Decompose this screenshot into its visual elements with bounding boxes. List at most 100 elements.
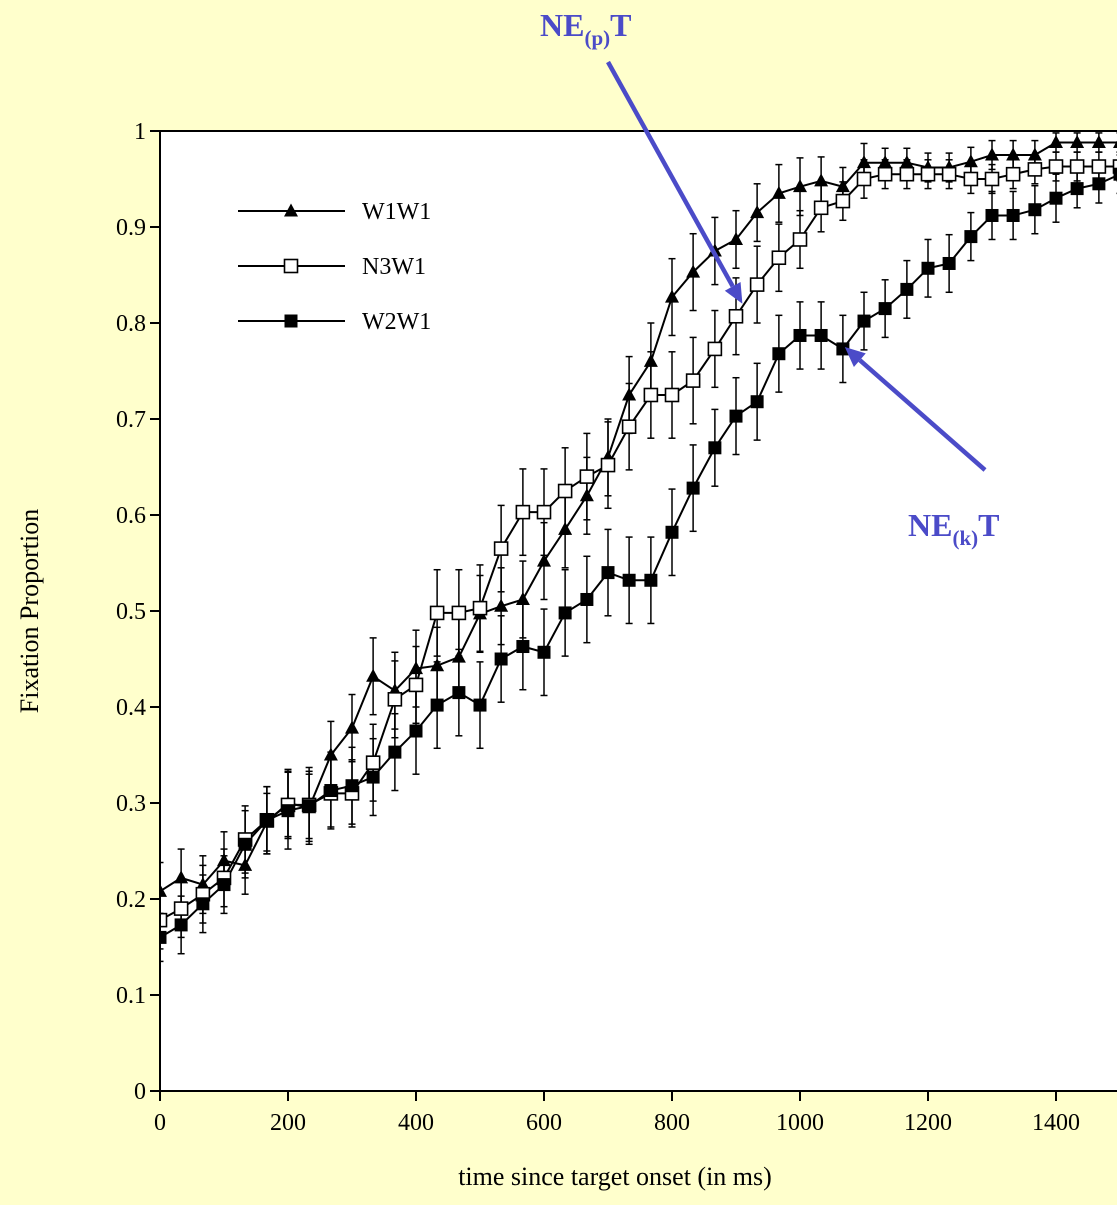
x-tick-label: 1200 <box>904 1110 952 1136</box>
data-point-n3w1 <box>431 606 444 619</box>
data-point-w2w1 <box>858 315 871 328</box>
x-tick-label: 600 <box>526 1110 562 1136</box>
plot-area <box>160 131 1117 1091</box>
data-point-n3w1 <box>794 233 807 246</box>
data-point-n3w1 <box>474 602 487 615</box>
data-point-n3w1 <box>687 374 700 387</box>
data-point-n3w1 <box>815 201 828 214</box>
data-point-n3w1 <box>730 310 743 323</box>
x-tick-label: 0 <box>154 1110 166 1136</box>
data-point-w2w1 <box>239 838 252 851</box>
data-point-n3w1 <box>1092 160 1105 173</box>
data-point-w2w1 <box>260 814 273 827</box>
data-point-n3w1 <box>580 470 593 483</box>
data-point-n3w1 <box>367 756 380 769</box>
callout-label: NE(p)T <box>540 7 631 50</box>
data-point-n3w1 <box>410 678 423 691</box>
data-point-n3w1 <box>559 485 572 498</box>
data-point-w2w1 <box>218 878 231 891</box>
x-axis-label: time since target onset (in ms) <box>458 1162 772 1191</box>
data-point-w2w1 <box>708 441 721 454</box>
data-point-n3w1 <box>943 168 956 181</box>
data-point-w2w1 <box>794 329 807 342</box>
y-tick-label: 0 <box>134 1079 146 1105</box>
data-point-w2w1 <box>196 897 209 910</box>
data-point-w2w1 <box>452 686 465 699</box>
data-point-w2w1 <box>815 329 828 342</box>
data-point-w2w1 <box>367 771 380 784</box>
data-point-w2w1 <box>772 347 785 360</box>
data-point-w2w1 <box>580 593 593 606</box>
data-point-n3w1 <box>388 693 401 706</box>
data-point-n3w1 <box>879 168 892 181</box>
data-point-w2w1 <box>559 606 572 619</box>
data-point-w2w1 <box>431 699 444 712</box>
data-point-n3w1 <box>922 168 935 181</box>
data-point-w2w1 <box>602 566 615 579</box>
y-tick-label: 0.7 <box>116 407 146 433</box>
y-tick-label: 0.8 <box>116 311 146 337</box>
data-point-w2w1 <box>538 646 551 659</box>
data-point-w2w1 <box>516 640 529 653</box>
data-point-w2w1 <box>1007 209 1020 222</box>
legend-marker <box>285 315 298 328</box>
data-point-w2w1 <box>1114 168 1117 181</box>
data-point-w2w1 <box>324 784 337 797</box>
data-point-w2w1 <box>879 302 892 315</box>
x-ticks: 0 200 400 600 800 1000 1200 1400 <box>154 1091 1080 1136</box>
legend-marker <box>285 260 298 273</box>
data-point-n3w1 <box>452 606 465 619</box>
data-point-n3w1 <box>900 168 913 181</box>
data-point-w2w1 <box>687 482 700 495</box>
legend-label: N3W1 <box>362 254 426 280</box>
data-point-w2w1 <box>943 257 956 270</box>
y-axis-label: Fixation Proportion <box>15 509 44 713</box>
y-tick-label: 0.9 <box>116 215 146 241</box>
data-point-w2w1 <box>1092 177 1105 190</box>
data-point-w2w1 <box>388 746 401 759</box>
data-point-w2w1 <box>1071 182 1084 195</box>
y-tick-label: 0.5 <box>116 599 146 625</box>
data-point-n3w1 <box>516 506 529 519</box>
data-point-n3w1 <box>538 506 551 519</box>
data-point-w2w1 <box>410 725 423 738</box>
y-ticks: 00.10.20.30.40.50.60.70.80.91 <box>116 119 160 1105</box>
data-point-w2w1 <box>666 526 679 539</box>
data-point-w2w1 <box>751 395 764 408</box>
data-point-w2w1 <box>922 262 935 275</box>
data-point-n3w1 <box>1071 160 1084 173</box>
data-point-n3w1 <box>964 173 977 186</box>
data-point-w2w1 <box>900 283 913 296</box>
data-point-w2w1 <box>175 918 188 931</box>
data-point-w2w1 <box>1028 203 1041 216</box>
y-tick-label: 0.6 <box>116 503 146 529</box>
legend-label: W2W1 <box>362 309 431 335</box>
y-tick-label: 0.4 <box>116 695 146 721</box>
x-tick-label: 200 <box>270 1110 306 1136</box>
data-point-w2w1 <box>986 209 999 222</box>
legend-label: W1W1 <box>362 199 431 225</box>
x-tick-label: 800 <box>654 1110 690 1136</box>
data-point-w2w1 <box>495 653 508 666</box>
data-point-n3w1 <box>602 459 615 472</box>
data-point-n3w1 <box>858 173 871 186</box>
x-tick-label: 400 <box>398 1110 434 1136</box>
y-tick-label: 1 <box>134 119 146 145</box>
data-point-w2w1 <box>730 410 743 423</box>
data-point-n3w1 <box>1050 160 1063 173</box>
y-tick-label: 0.1 <box>116 983 146 1009</box>
data-point-n3w1 <box>708 342 721 355</box>
x-tick-label: 1000 <box>776 1110 824 1136</box>
data-point-n3w1 <box>986 173 999 186</box>
data-point-n3w1 <box>1007 168 1020 181</box>
data-point-w2w1 <box>282 804 295 817</box>
data-point-n3w1 <box>751 278 764 291</box>
x-tick-label: 1400 <box>1032 1110 1080 1136</box>
data-point-w2w1 <box>964 230 977 243</box>
data-point-n3w1 <box>772 251 785 264</box>
data-point-w2w1 <box>303 799 316 812</box>
data-point-n3w1 <box>644 389 657 402</box>
data-point-n3w1 <box>836 195 849 208</box>
